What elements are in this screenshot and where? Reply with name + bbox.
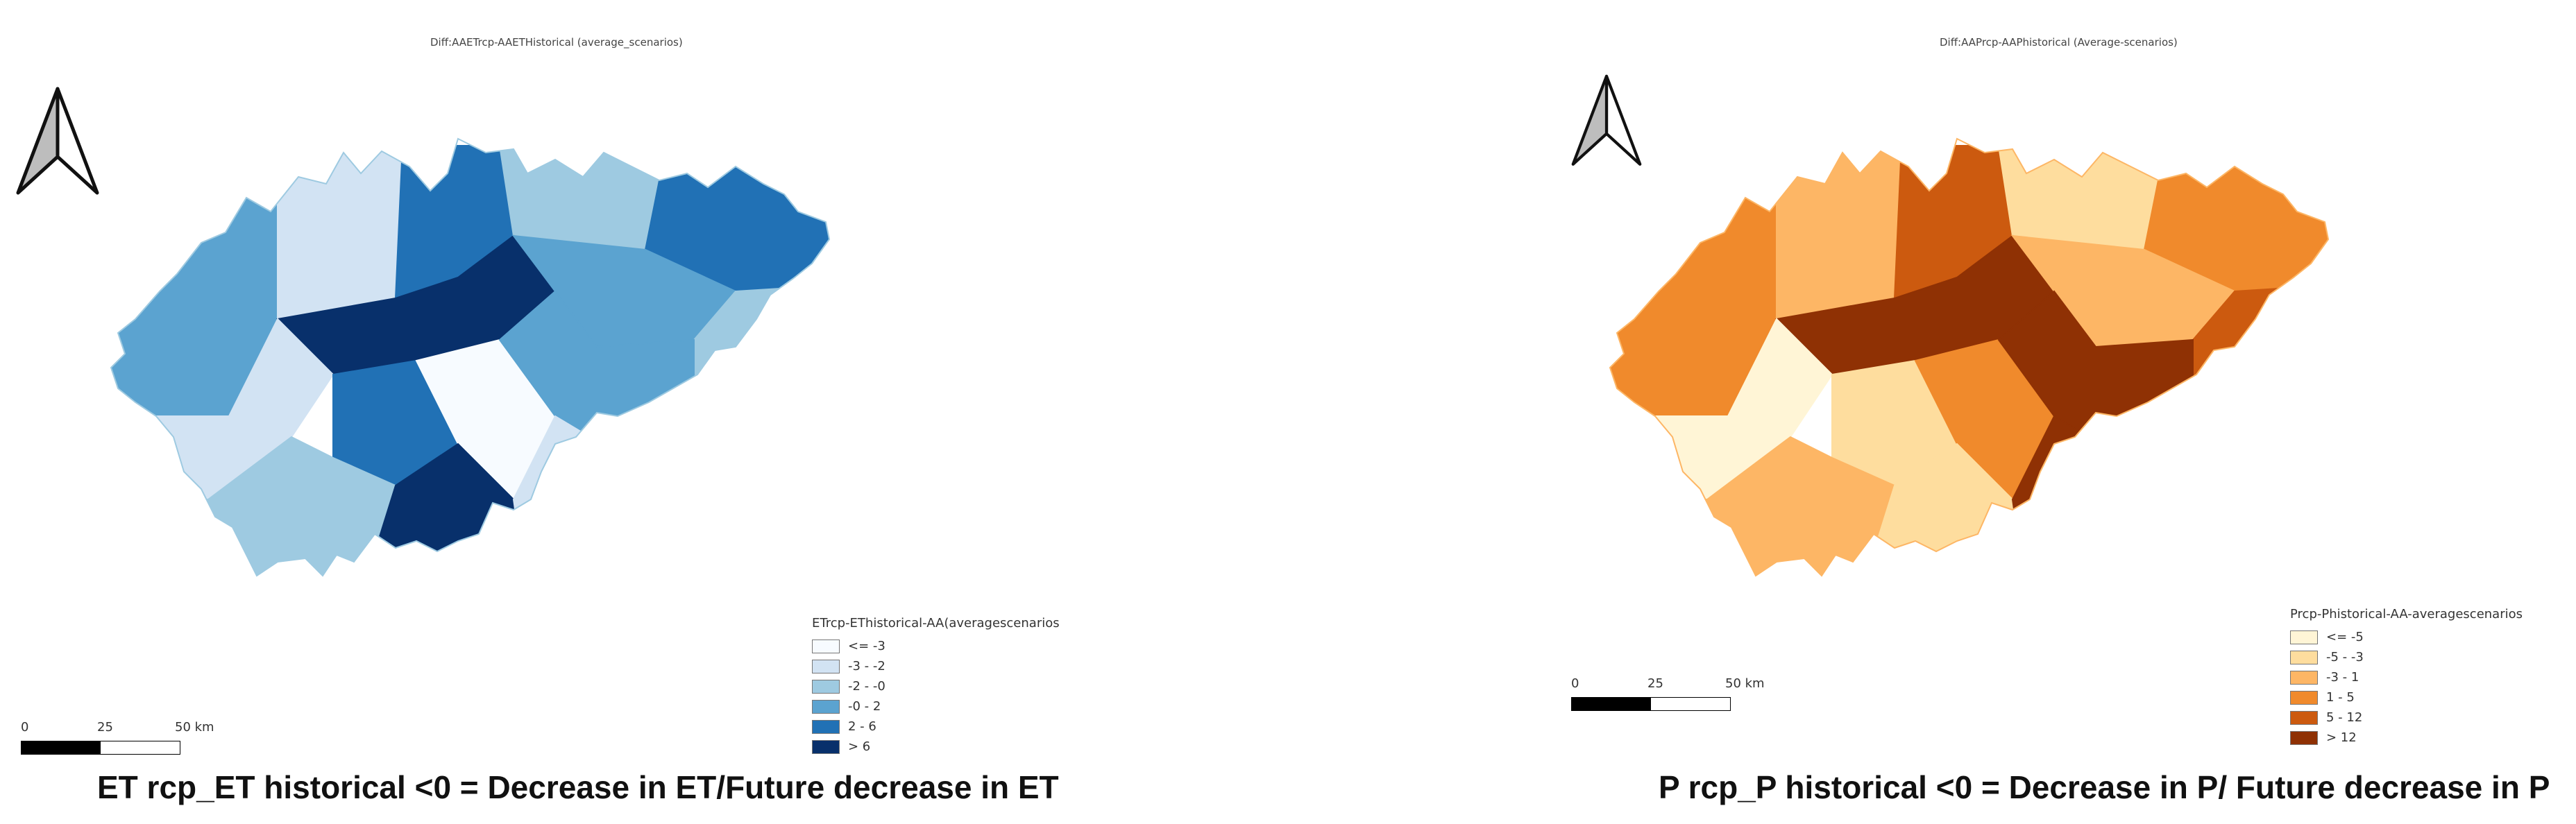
legend-title: Prcp-Phistorical-AA-averagescenarios — [2290, 607, 2523, 621]
p-map-panel: Diff:AAPrcp-AAPhistorical (Average-scena… — [1520, 0, 2576, 824]
legend: ETrcp-EThistorical-AA(averagescenarios <… — [812, 616, 1060, 757]
legend-swatch — [812, 719, 840, 734]
map-caption: P rcp_P historical <0 = Decrease in P/ F… — [1659, 769, 2550, 805]
et-map-panel: Diff:AAETrcp-AAETHistorical (average_sce… — [16, 36, 1060, 805]
scale-label: 50 km — [1725, 676, 1765, 691]
legend-swatch — [2290, 710, 2318, 725]
scale-label: 0 — [1571, 676, 1579, 691]
legend-label: 2 - 6 — [848, 719, 876, 734]
legend-swatch — [2290, 650, 2318, 664]
legend-item: -3 - 1 — [2290, 667, 2523, 687]
scale-bar-graphic — [1571, 697, 1731, 711]
legend-label: -3 - -2 — [848, 659, 886, 673]
legend: Prcp-Phistorical-AA-averagescenarios <= … — [2290, 607, 2523, 748]
legend-item: -0 - 2 — [812, 696, 1060, 716]
sub-basin-region — [693, 283, 829, 576]
legend-item: -5 - -3 — [2290, 647, 2523, 667]
scale-label: 0 — [21, 720, 29, 735]
sub-basin-region — [498, 145, 668, 251]
sub-basin-regions — [1610, 145, 2328, 576]
scale-label: 25 — [97, 720, 113, 735]
precipitation-map — [1609, 137, 2330, 577]
sub-basin-region — [277, 145, 404, 320]
legend-item: > 6 — [812, 737, 1060, 757]
legend-swatch — [812, 679, 840, 694]
legend-item: -3 - -2 — [812, 656, 1060, 676]
legend-label: 1 - 5 — [2326, 690, 2355, 705]
north-arrow-icon — [16, 87, 99, 195]
legend-label: > 12 — [2326, 730, 2357, 745]
legend-swatch — [812, 739, 840, 754]
legend-label: <= -5 — [2326, 630, 2364, 644]
legend-swatch — [812, 659, 840, 673]
et-map — [110, 137, 831, 577]
legend-title: ETrcp-EThistorical-AA(averagescenarios — [812, 616, 1060, 630]
legend-label: -2 - -0 — [848, 679, 886, 694]
legend-swatch — [812, 699, 840, 714]
scale-label: 25 — [1647, 676, 1663, 691]
legend-swatch — [2290, 670, 2318, 685]
legend-item: -2 - -0 — [812, 676, 1060, 696]
legend-label: <= -3 — [848, 639, 886, 653]
legend-item: <= -3 — [812, 636, 1060, 656]
scale-bar-graphic — [21, 741, 180, 755]
basin-outline — [110, 137, 831, 577]
legend-item: 2 - 6 — [812, 716, 1060, 737]
scale-bar: 0 25 50 km — [21, 720, 214, 762]
legend-swatch — [2290, 690, 2318, 705]
legend-swatch — [2290, 730, 2318, 745]
legend-swatch — [812, 639, 840, 653]
map-caption: ET rcp_ET historical <0 = Decrease in ET… — [97, 769, 1059, 805]
legend-label: 5 - 12 — [2326, 710, 2363, 725]
scale-label: 50 km — [175, 720, 214, 735]
sub-basin-region — [1997, 145, 2167, 251]
scale-bar: 0 25 50 km — [1571, 676, 1765, 718]
legend-item: > 12 — [2290, 728, 2523, 748]
legend-label: -5 - -3 — [2326, 650, 2364, 664]
sub-basin-regions — [111, 145, 829, 576]
north-arrow-icon — [1571, 74, 1642, 166]
legend-label: > 6 — [848, 739, 871, 754]
map-title: Diff:AAPrcp-AAPhistorical (Average-scena… — [1940, 36, 2178, 49]
legend-item: 5 - 12 — [2290, 707, 2523, 728]
sub-basin-region — [1776, 145, 1903, 320]
legend-label: -3 - 1 — [2326, 670, 2359, 685]
legend-swatch — [2290, 630, 2318, 644]
basin-outline — [1609, 137, 2330, 577]
legend-label: -0 - 2 — [848, 699, 881, 714]
legend-item: 1 - 5 — [2290, 687, 2523, 707]
legend-item: <= -5 — [2290, 627, 2523, 647]
map-title: Diff:AAETrcp-AAETHistorical (average_sce… — [430, 36, 683, 49]
sub-basin-region — [2192, 283, 2328, 576]
